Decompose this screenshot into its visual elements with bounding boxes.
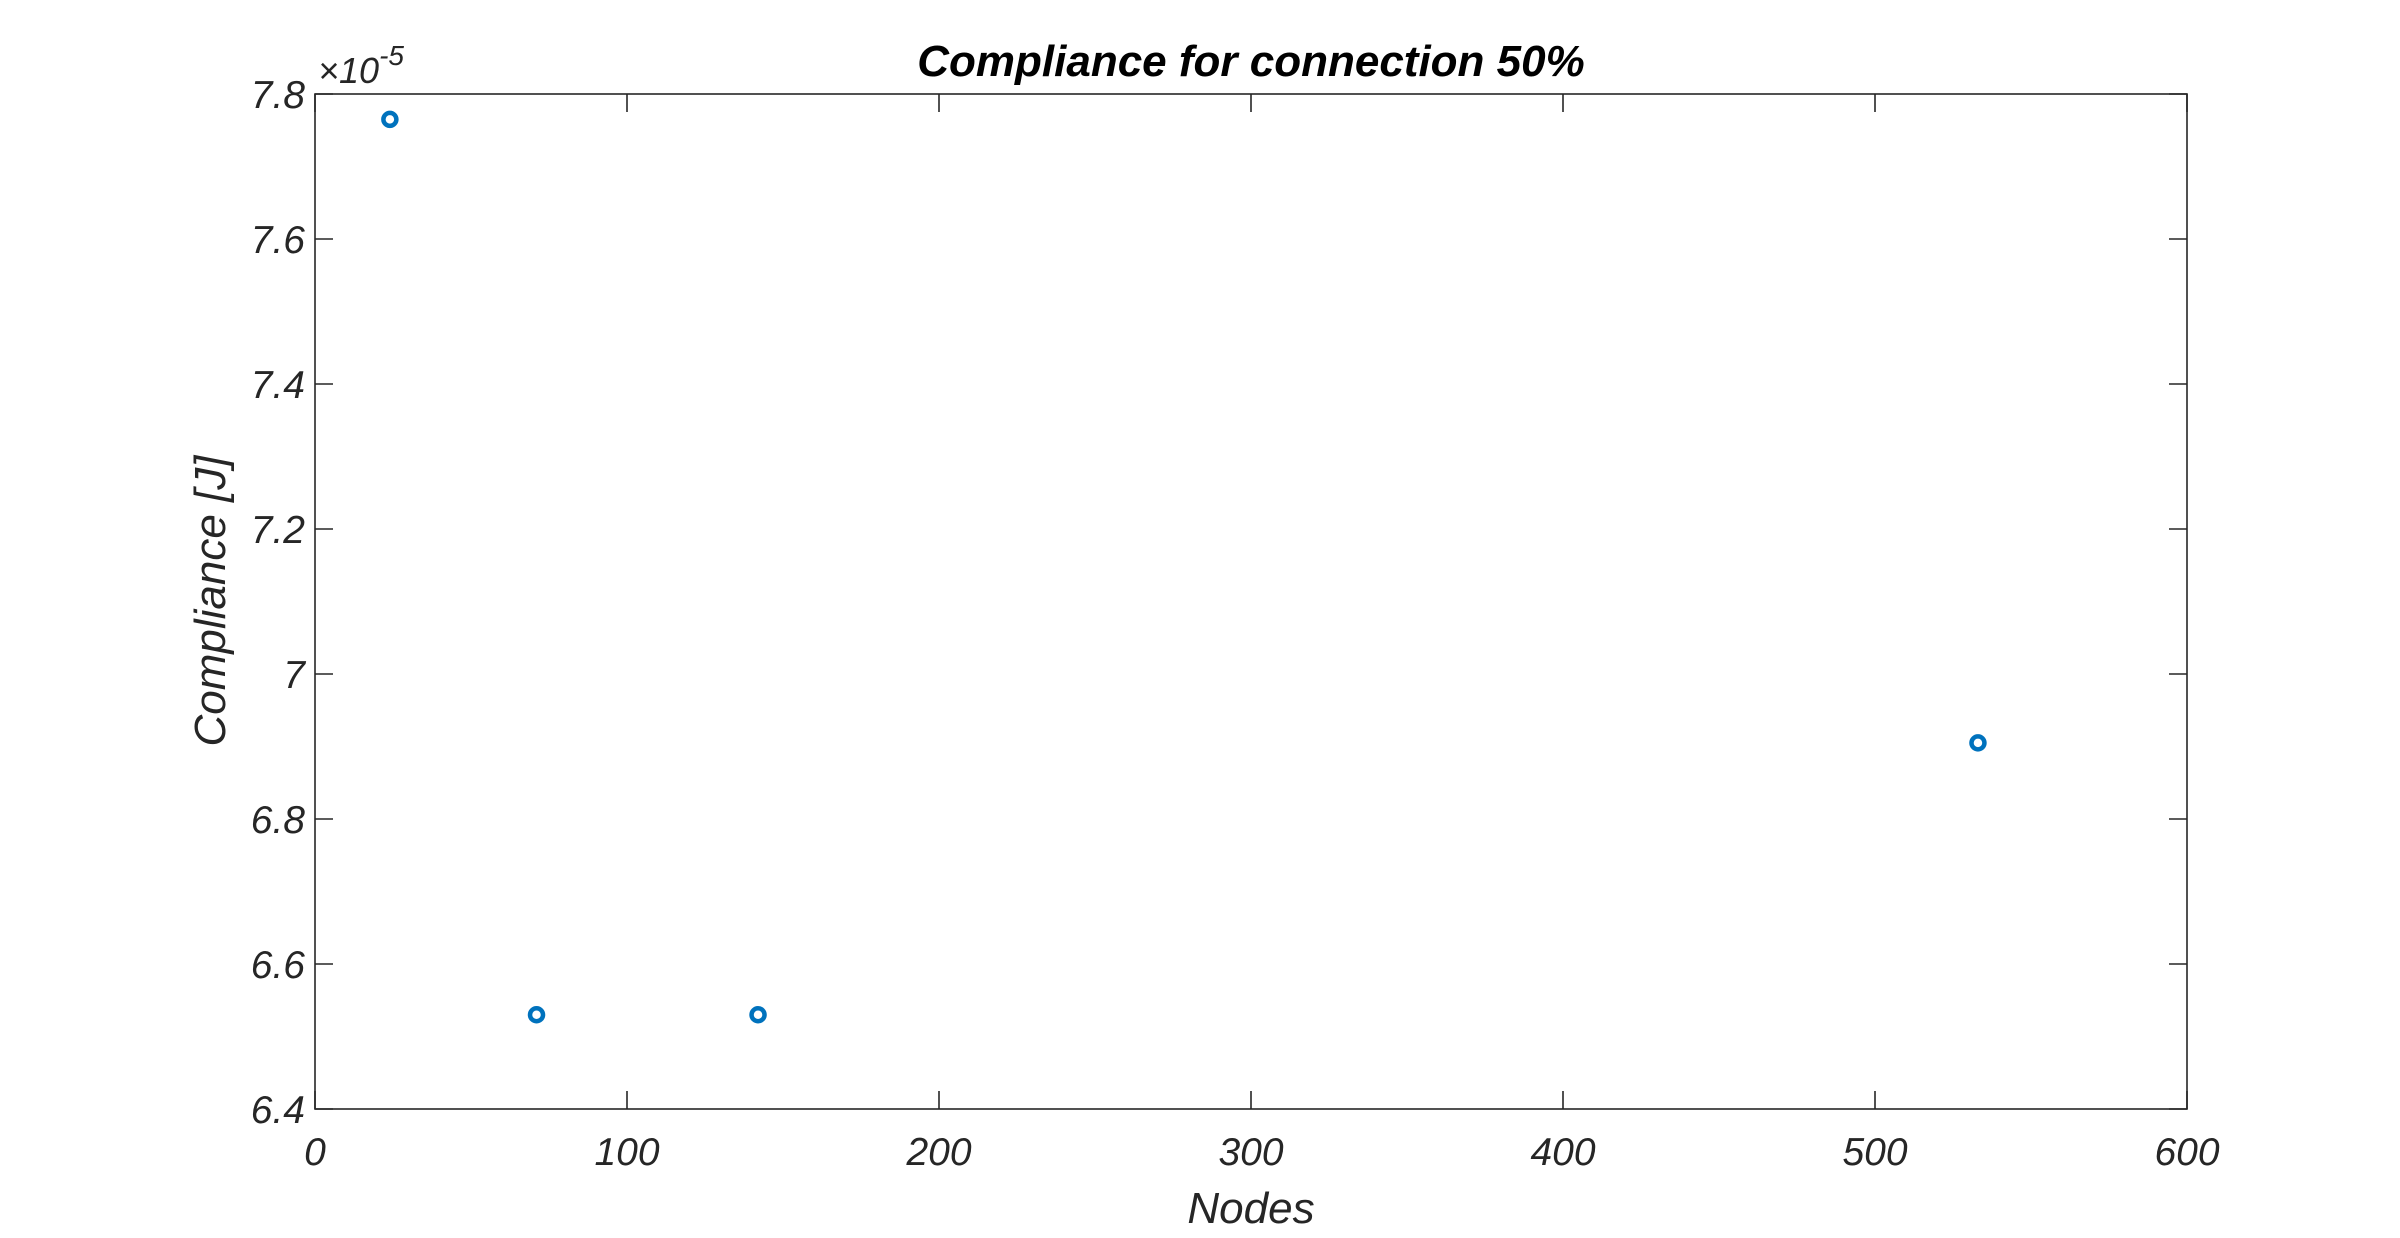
y-tick-label: 7.8 <box>251 74 306 117</box>
y-axis-exponent: ×10-5 <box>318 40 404 91</box>
x-axis-label: Nodes <box>1187 1184 1314 1233</box>
axes-box <box>314 93 2188 1110</box>
y-axis-ticks: 6.4 6.6 6.8 7 7.2 7.4 7.6 7.8 <box>251 74 2187 1132</box>
y-axis-label: Compliance [J] <box>186 454 235 747</box>
plot-area <box>314 93 2188 1110</box>
x-axis-ticks: 0 100 200 300 400 500 600 <box>304 94 2220 1174</box>
x-tick-label: 500 <box>1842 1131 1907 1174</box>
chart-title: Compliance for connection 50% <box>917 37 1584 86</box>
x-tick-label: 600 <box>2154 1131 2219 1174</box>
y-tick-label: 7.4 <box>251 364 305 407</box>
data-point <box>1969 734 1987 752</box>
x-tick-label: 100 <box>594 1131 659 1174</box>
y-tick-label: 6.6 <box>251 944 306 987</box>
y-tick-label: 7 <box>283 654 306 697</box>
x-tick-label: 0 <box>304 1131 326 1174</box>
x-tick-label: 400 <box>1530 1131 1595 1174</box>
y-tick-label: 7.6 <box>251 219 306 262</box>
data-point <box>527 1006 546 1024</box>
y-axis-exponent-base: ×10 <box>318 50 379 91</box>
y-axis-exponent-power: -5 <box>379 40 404 71</box>
data-point <box>381 110 399 129</box>
data-point <box>749 1006 767 1024</box>
y-tick-label: 6.8 <box>251 799 306 842</box>
y-tick-label: 6.4 <box>251 1089 305 1132</box>
x-tick-label: 200 <box>905 1131 971 1174</box>
x-tick-label: 300 <box>1218 1131 1283 1174</box>
data-markers <box>381 110 1987 1024</box>
y-tick-label: 7.2 <box>251 509 306 552</box>
